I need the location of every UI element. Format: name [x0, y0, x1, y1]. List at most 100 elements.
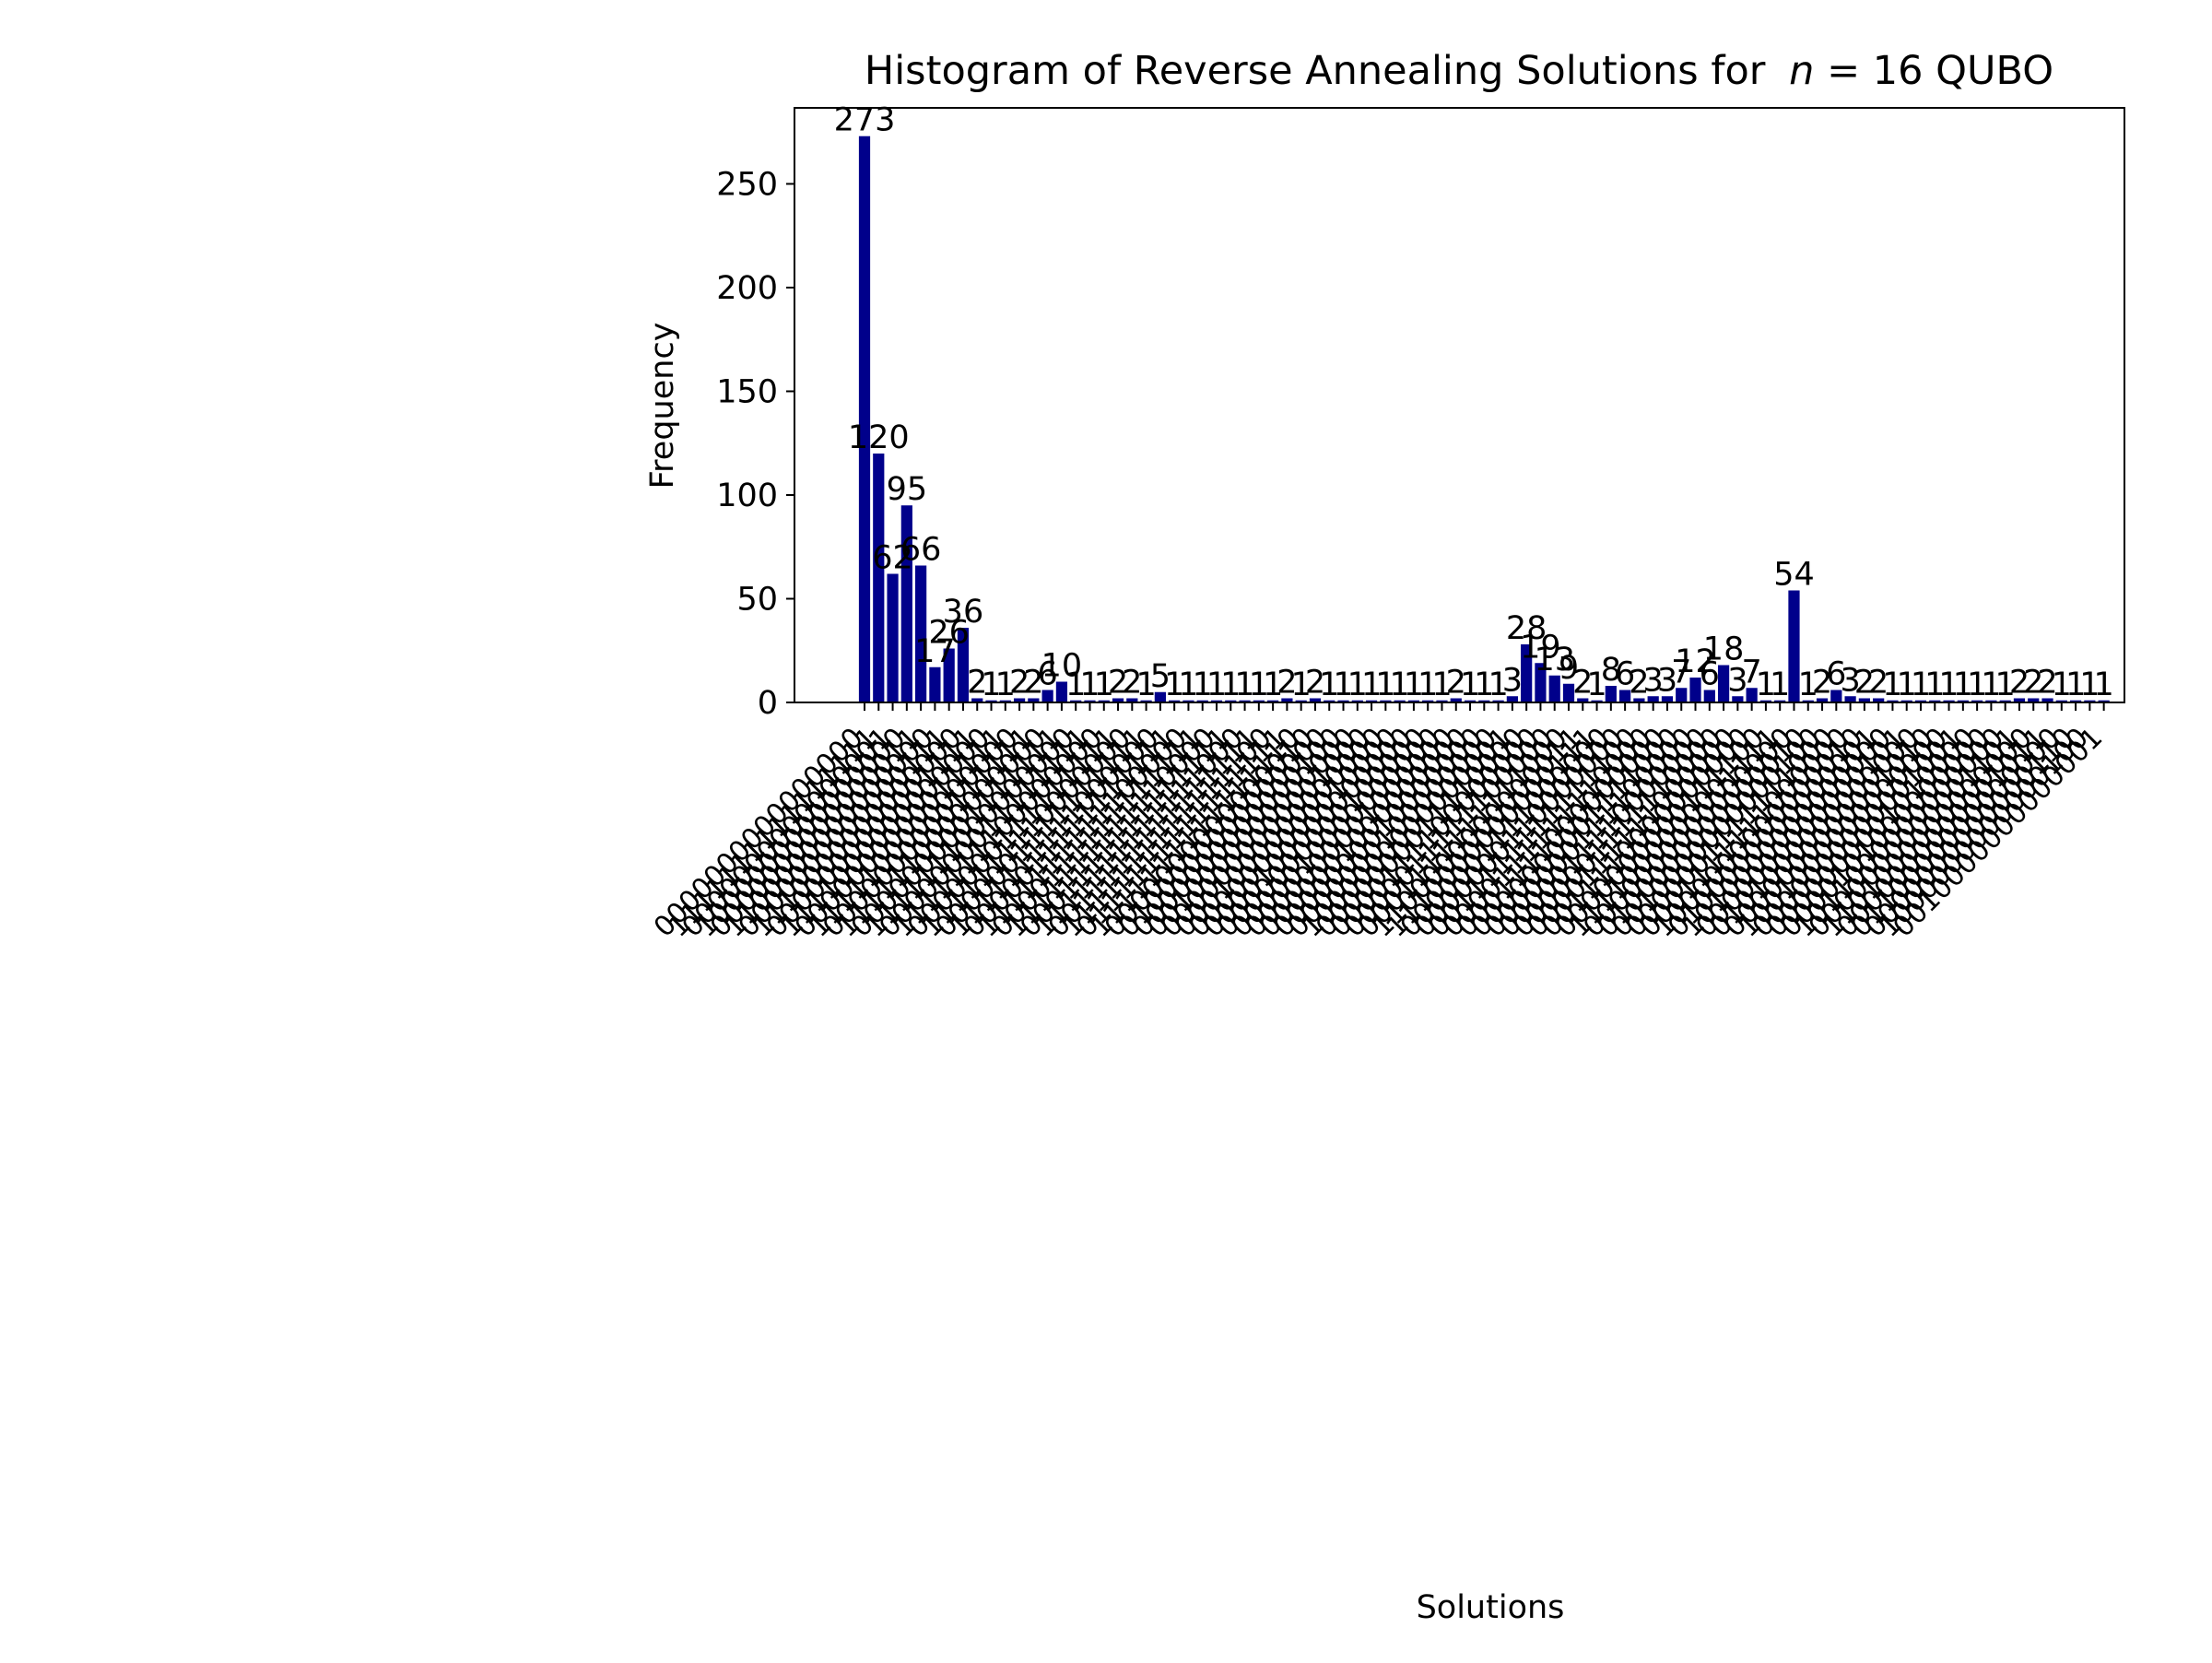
- bars-group: [858, 136, 2110, 702]
- bar-value-label: 1: [1164, 666, 1184, 703]
- bar: [2069, 700, 2082, 702]
- bar-value-label: 2: [2037, 665, 2057, 702]
- bar-value-label: 7: [1671, 654, 1691, 690]
- bar-value-label: 1: [981, 666, 1001, 703]
- bar: [873, 453, 885, 702]
- chart-title-math-n: n: [1789, 48, 1814, 94]
- bar: [1591, 700, 1603, 702]
- bar: [957, 628, 970, 702]
- y-tick-label: 250: [716, 166, 778, 203]
- bar-value-label: 2: [1854, 665, 1875, 702]
- bar-value-label: 54: [1773, 556, 1815, 593]
- bar: [1844, 696, 1856, 702]
- bar: [999, 700, 1011, 702]
- bar-value-label: 1: [1135, 666, 1156, 703]
- bar: [1957, 700, 1969, 702]
- bar: [1407, 700, 1420, 702]
- bar-value-label: 120: [848, 419, 910, 456]
- bar: [1506, 696, 1518, 702]
- bar: [1154, 691, 1166, 702]
- bar: [1169, 700, 1181, 702]
- bar-value-label: 2: [1446, 665, 1466, 702]
- bar: [1295, 700, 1307, 702]
- bar: [1873, 698, 1885, 702]
- bar: [1548, 675, 1560, 702]
- bar-value-label: 1: [1460, 666, 1480, 703]
- bar-value-label: 1: [1938, 666, 1959, 703]
- bar-value-labels-group: 2731206295661726362112261011122151111111…: [834, 102, 2114, 703]
- bar-value-label: 1: [1249, 666, 1269, 703]
- bar: [1450, 698, 1462, 702]
- bar-value-label: 12: [1675, 643, 1716, 680]
- bar: [1324, 700, 1335, 702]
- bar-value-label: 1: [1263, 666, 1283, 703]
- bar: [2013, 698, 2026, 702]
- bar: [1943, 700, 1955, 702]
- bar: [1013, 698, 1026, 702]
- bar-value-label: 2: [1023, 665, 1043, 702]
- bar-value-label: 3: [1727, 662, 1747, 699]
- bar-value-label: 6: [1826, 656, 1846, 693]
- bar-value-label: 1: [1178, 666, 1198, 703]
- bar: [1830, 690, 1842, 702]
- bar: [985, 700, 997, 702]
- bar-value-label: 1: [1967, 666, 1987, 703]
- bar-value-label: 8: [1601, 652, 1621, 689]
- bar: [1126, 698, 1138, 702]
- y-tick-label: 50: [736, 581, 778, 618]
- bar-value-label: 1: [1291, 666, 1312, 703]
- bar: [1028, 698, 1040, 702]
- bar: [1985, 700, 1997, 702]
- bar: [1999, 700, 2011, 702]
- bar-value-label: 2: [1122, 665, 1142, 702]
- axes-frame: [794, 107, 2125, 703]
- bar-value-label: 28: [1506, 610, 1547, 647]
- bar-value-label: 1: [1882, 666, 1902, 703]
- bar: [1661, 696, 1674, 702]
- bar: [2028, 698, 2040, 702]
- bar-value-label: 1: [1488, 666, 1508, 703]
- bar: [1521, 644, 1533, 702]
- y-tick-label: 150: [716, 373, 778, 410]
- bar-value-label: 95: [887, 471, 928, 508]
- bar: [1619, 690, 1631, 702]
- bar-value-label: 1: [1798, 666, 1818, 703]
- bar: [1703, 690, 1715, 702]
- bar-value-label: 6: [1615, 656, 1635, 693]
- bar-value-label: 1: [1234, 666, 1254, 703]
- bar: [1196, 700, 1208, 702]
- bar: [1858, 698, 1870, 702]
- bar-value-label: 3: [1840, 662, 1860, 699]
- bar-value-label: 2: [1305, 665, 1325, 702]
- bar: [1971, 700, 1983, 702]
- bar-value-label: 2: [2023, 665, 2043, 702]
- bar-value-label: 1: [1770, 666, 1790, 703]
- bar-value-label: 1: [1756, 666, 1776, 703]
- bar-value-label: 3: [1657, 662, 1677, 699]
- bar-value-label: 1: [1333, 666, 1353, 703]
- chart-title-math-rest: = 16 QUBO: [1827, 48, 2053, 94]
- y-tick-label: 100: [716, 478, 778, 514]
- bar-value-label: 1: [1897, 666, 1917, 703]
- bar-value-label: 1: [2079, 666, 2100, 703]
- bar-value-label: 1: [995, 666, 1016, 703]
- bar: [1041, 690, 1053, 702]
- bar: [1055, 681, 1068, 702]
- bar: [1689, 678, 1701, 702]
- bar: [1887, 700, 1899, 702]
- bar-value-label: 1: [1981, 666, 2001, 703]
- bar: [1929, 700, 1941, 702]
- x-axis-label: Solutions: [1417, 1589, 1565, 1626]
- bar: [2041, 698, 2053, 702]
- bar-value-label: 6: [1700, 656, 1720, 693]
- bar-value-label: 36: [943, 594, 984, 631]
- bar-value-label: 62: [872, 539, 913, 576]
- bar-value-label: 3: [1502, 662, 1523, 699]
- bar: [2098, 700, 2110, 702]
- bar-value-label: 2: [2009, 665, 2030, 702]
- bar-value-label: 1: [1924, 666, 1945, 703]
- bar-value-label: 2: [1629, 665, 1649, 702]
- bar: [1759, 700, 1772, 702]
